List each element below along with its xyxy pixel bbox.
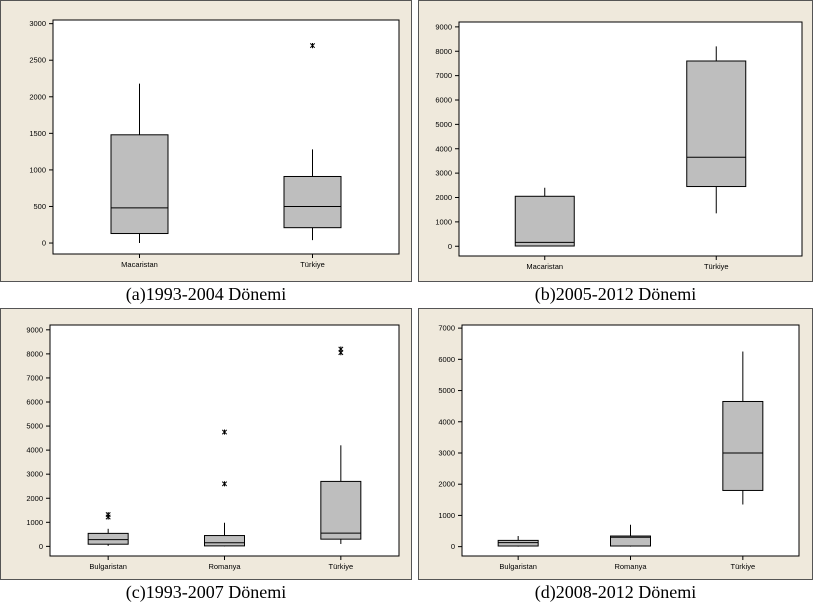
outlier-point (221, 429, 228, 435)
caption-c: (c)1993-2007 Dönemi (125, 582, 287, 602)
y-tick-label: 5000 (435, 120, 452, 129)
outlier-point (309, 42, 316, 49)
box (610, 535, 651, 547)
boxplot-d: 0 1000 2000 3000 4000 5000 6000 7000 Bulgaristan… (418, 308, 813, 580)
y-tick-label: 1500 (29, 129, 46, 138)
box (204, 535, 245, 547)
y-tick-label: 2000 (438, 480, 455, 489)
x-tick-label: Türkiye (731, 562, 756, 571)
y-tick-label: 6000 (438, 355, 455, 364)
y-tick-label: 7000 (435, 71, 452, 80)
boxplot-c: 0 1000 2000 3000 4000 5000 6000 7000 8000 9000 Bul… (0, 308, 412, 580)
outlier-point (338, 346, 344, 352)
y-tick-label: 9000 (435, 22, 452, 31)
x-tick-label: Macaristan (526, 262, 563, 271)
y-tick-label: 2000 (29, 92, 46, 101)
y-tick-label: 1000 (438, 511, 455, 520)
chart-panel-a: 0 500 1000 1500 2000 2500 3000 Macaristan Türkiy… (0, 0, 412, 282)
y-tick-label: 7000 (26, 373, 43, 382)
plot-area (458, 21, 803, 257)
plot-area (52, 19, 400, 255)
boxplot-a: 0 500 1000 1500 2000 2500 3000 Macaristan Türkiy… (0, 0, 412, 282)
x-tick-label: Türkiye (704, 262, 729, 271)
y-tick-label: 8000 (26, 349, 43, 358)
caption-b: (b)2005-2012 Dönemi (534, 284, 697, 304)
box (722, 400, 764, 491)
chart-panel-d: 0 1000 2000 3000 4000 5000 6000 7000 Bulgaristan… (418, 308, 813, 580)
x-tick-label: Türkiye (300, 260, 325, 269)
y-tick-label: 6000 (435, 96, 452, 105)
x-tick-label: Romanya (614, 562, 647, 571)
y-tick-label: 2500 (29, 56, 46, 65)
y-tick-label: 3000 (26, 470, 43, 479)
y-tick-label: 2000 (435, 193, 452, 202)
y-tick-label: 4000 (26, 446, 43, 455)
outlier-point (221, 481, 228, 487)
y-tick-label: 5000 (438, 386, 455, 395)
y-tick-label: 4000 (435, 144, 452, 153)
x-tick-label: Türkiye (329, 562, 354, 571)
y-tick-label: 8000 (435, 47, 452, 56)
caption-d: (d)2008-2012 Dönemi (534, 582, 697, 602)
x-tick-label: Macaristan (121, 260, 158, 269)
chart-panel-b: 0 1000 2000 3000 4000 5000 6000 7000 8000 9000 Mac… (418, 0, 813, 282)
y-tick-label: 0 (39, 542, 43, 551)
box (283, 175, 342, 229)
y-tick-label: 1000 (26, 518, 43, 527)
y-tick-label: 0 (42, 239, 46, 248)
box (497, 539, 539, 547)
caption-a: (a)1993-2004 Dönemi (125, 284, 287, 304)
boxplot-b: 0 1000 2000 3000 4000 5000 6000 7000 8000 9000 Mac… (418, 0, 813, 282)
y-tick-label: 0 (448, 242, 452, 251)
outlier-point (105, 512, 111, 518)
y-tick-label: 3000 (29, 19, 46, 28)
box (514, 195, 575, 247)
y-tick-label: 7000 (438, 324, 455, 333)
y-tick-label: 9000 (26, 325, 43, 334)
y-tick-label: 1000 (29, 165, 46, 174)
y-tick-label: 5000 (26, 422, 43, 431)
y-tick-label: 6000 (26, 398, 43, 407)
y-tick-label: 1000 (435, 217, 452, 226)
y-tick-label: 3000 (435, 169, 452, 178)
x-tick-label: Bulgaristan (499, 562, 537, 571)
y-tick-label: 0 (451, 542, 455, 551)
chart-panel-c: 0 1000 2000 3000 4000 5000 6000 7000 8000 9000 Bul… (0, 308, 412, 580)
box (686, 60, 747, 188)
y-tick-label: 3000 (438, 448, 455, 457)
y-tick-label: 500 (33, 202, 46, 211)
y-tick-label: 2000 (26, 494, 43, 503)
y-tick-label: 4000 (438, 417, 455, 426)
x-tick-label: Bulgaristan (89, 562, 127, 571)
box (87, 532, 129, 545)
x-tick-label: Romanya (208, 562, 241, 571)
box (320, 480, 362, 540)
box (110, 134, 169, 235)
